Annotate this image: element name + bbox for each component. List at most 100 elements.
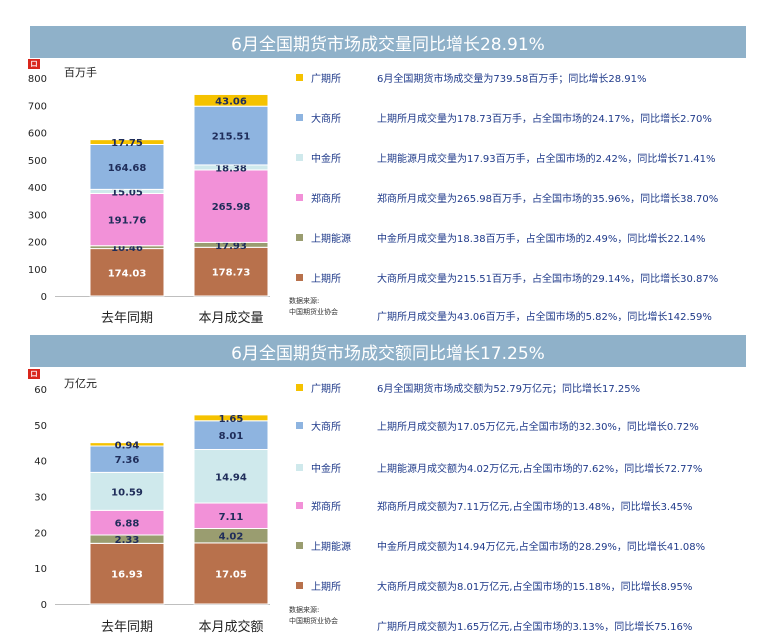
legend-name: 上期能源 bbox=[311, 541, 351, 553]
data-label: 1.65 bbox=[219, 414, 244, 425]
legend-row: 郑商所 郑商所月成交量为265.98百万手，占全国市场的35.96%，同比增长38… bbox=[290, 188, 760, 206]
data-label: 6.88 bbox=[115, 519, 140, 530]
bar-segment bbox=[89, 542, 165, 605]
bar-segment bbox=[89, 139, 165, 145]
legend-row: 中金所 上期能源月成交额为4.02万亿元,占全国市场的7.62%，同比增长72.7… bbox=[290, 458, 760, 476]
legend-name: 广期所 bbox=[311, 383, 341, 395]
legend-name: 郑商所 bbox=[311, 193, 341, 205]
legend-swatch bbox=[296, 113, 303, 121]
legend-swatch bbox=[296, 233, 303, 241]
legend-swatch bbox=[296, 421, 303, 429]
legend-row: 广期所 6月全国期货市场成交额为52.79万亿元；同比增长17.25% bbox=[290, 378, 760, 396]
y-tick-label: 800 bbox=[28, 74, 47, 85]
bar-segment bbox=[193, 93, 269, 107]
legend-description: 中金所月成交量为18.38百万手，占全国市场的2.49%，同比增长22.14% bbox=[377, 233, 706, 245]
bar-segment bbox=[89, 442, 165, 447]
category-label: 去年同期 bbox=[101, 311, 153, 326]
data-label: 17.93 bbox=[215, 241, 247, 252]
legend-row: 广期所月成交额为1.65万亿元,占全国市场的3.13%，同比增长75.16% bbox=[290, 616, 760, 634]
legend-row: 上期能源 中金所月成交量为18.38百万手，占全国市场的2.49%，同比增长22.… bbox=[290, 228, 760, 246]
data-label: 43.06 bbox=[215, 96, 247, 107]
legend-swatch bbox=[296, 383, 303, 391]
panel-2-source: 数据来源: 中国期货业协会 bbox=[289, 605, 338, 627]
legend-description: 大商所月成交量为215.51百万手，占全国市场的29.14%，同比增长30.87… bbox=[377, 273, 719, 285]
legend-row: 郑商所 郑商所月成交额为7.11万亿元,占全国市场的13.48%，同比增长3.45… bbox=[290, 496, 760, 514]
legend-name: 大商所 bbox=[311, 113, 341, 125]
legend-description: 上期能源月成交额为4.02万亿元,占全国市场的7.62%，同比增长72.77% bbox=[377, 463, 703, 475]
legend-name: 郑商所 bbox=[311, 501, 341, 513]
legend-name: 上期所 bbox=[311, 581, 341, 593]
panel-2-unit: 万亿元 bbox=[64, 377, 97, 390]
data-label: 4.02 bbox=[219, 532, 244, 543]
y-tick-label: 100 bbox=[28, 265, 47, 276]
legend-description: 广期所月成交量为43.06百万手，占全国市场的5.82%，同比增长142.59% bbox=[377, 311, 712, 323]
legend-name: 中金所 bbox=[311, 153, 341, 165]
legend-row: 上期所 大商所月成交额为8.01万亿元,占全国市场的15.18%，同比增长8.95… bbox=[290, 576, 760, 594]
y-tick-label: 50 bbox=[34, 421, 47, 432]
data-label: 17.05 bbox=[215, 569, 247, 580]
panel-2-title: 6月全国期货市场成交额同比增长17.25% bbox=[30, 335, 746, 367]
panel-1-title: 6月全国期货市场成交量同比增长28.91% bbox=[30, 26, 746, 58]
legend-row: 大商所 上期所月成交额为17.05万亿元,占全国市场的32.30%，同比增长0.7… bbox=[290, 416, 760, 434]
legend-description: 6月全国期货市场成交额为52.79万亿元；同比增长17.25% bbox=[377, 383, 641, 395]
panel-1-chart: 0 100 200 300 400 500 600 700 800 174.03 10.46 191.… bbox=[28, 74, 270, 326]
legend-name: 中金所 bbox=[311, 463, 341, 475]
data-label: 178.73 bbox=[212, 268, 251, 279]
y-tick-label: 500 bbox=[28, 156, 47, 167]
data-label: 7.11 bbox=[219, 512, 244, 523]
category-label: 本月成交量 bbox=[198, 310, 263, 326]
legend-description: 上期所月成交额为17.05万亿元,占全国市场的32.30%，同比增长0.72% bbox=[377, 421, 699, 433]
legend-swatch bbox=[296, 501, 303, 509]
legend-description: 大商所月成交额为8.01万亿元,占全国市场的15.18%，同比增长8.95% bbox=[377, 581, 693, 593]
data-label: 2.33 bbox=[115, 535, 140, 546]
bar-segment bbox=[89, 509, 165, 536]
legend-swatch bbox=[296, 541, 303, 549]
data-label: 8.01 bbox=[219, 431, 244, 442]
data-label: 215.51 bbox=[212, 132, 251, 143]
bar-segment bbox=[89, 248, 165, 297]
bar-segment bbox=[193, 105, 269, 166]
data-label: 191.76 bbox=[108, 216, 147, 227]
legend-swatch bbox=[296, 153, 303, 161]
panel-1-source: 数据来源: 中国期货业协会 bbox=[289, 296, 338, 318]
y-tick-label: 700 bbox=[28, 101, 47, 112]
source-label: 数据来源: bbox=[289, 606, 320, 614]
y-tick-label: 10 bbox=[34, 564, 47, 575]
category-label: 本月成交额 bbox=[198, 619, 263, 635]
data-label: 10.46 bbox=[111, 243, 143, 254]
legend-name: 上期所 bbox=[311, 273, 341, 285]
legend-description: 郑商所月成交量为265.98百万手，占全国市场的35.96%，同比增长38.70… bbox=[377, 193, 719, 205]
data-label: 10.59 bbox=[111, 487, 143, 498]
data-label: 17.75 bbox=[111, 138, 143, 149]
bar-segment bbox=[193, 414, 269, 422]
y-tick-label: 40 bbox=[34, 457, 47, 468]
legend-swatch bbox=[296, 193, 303, 201]
source-org: 中国期货业协会 bbox=[289, 617, 338, 625]
data-label: 18.38 bbox=[215, 163, 247, 174]
data-label: 265.98 bbox=[212, 202, 251, 213]
bar-segment bbox=[193, 448, 269, 504]
bar-segment bbox=[89, 143, 165, 190]
bar-segment bbox=[193, 502, 269, 529]
legend-description: 上期能源月成交量为17.93百万手，占全国市场的2.42%，同比增长71.41% bbox=[377, 153, 716, 165]
legend-row: 上期所 大商所月成交量为215.51百万手，占全国市场的29.14%，同比增长30… bbox=[290, 268, 760, 286]
legend-description: 6月全国期货市场成交量为739.58百万手；同比增长28.91% bbox=[377, 73, 647, 85]
legend-row: 大商所 上期所月成交量为178.73百万手，占全国市场的24.17%，同比增长2.… bbox=[290, 108, 760, 126]
panel-1-legend: 广期所 6月全国期货市场成交量为739.58百万手；同比增长28.91% 大商所 上期… bbox=[290, 60, 760, 330]
y-tick-label: 0 bbox=[41, 292, 47, 303]
bar-segment bbox=[193, 420, 269, 450]
y-tick-label: 400 bbox=[28, 183, 47, 194]
bar-segment bbox=[193, 246, 269, 297]
y-tick-label: 20 bbox=[34, 528, 47, 539]
legend-name: 上期能源 bbox=[311, 233, 351, 245]
y-tick-label: 300 bbox=[28, 210, 47, 221]
data-label: 15.05 bbox=[111, 187, 143, 198]
source-org: 中国期货业协会 bbox=[289, 308, 338, 316]
y-tick-label: 30 bbox=[34, 493, 47, 504]
legend-row: 广期所 6月全国期货市场成交量为739.58百万手；同比增长28.91% bbox=[290, 68, 760, 86]
legend-swatch bbox=[296, 463, 303, 471]
legend-row: 中金所 上期能源月成交量为17.93百万手，占全国市场的2.42%，同比增长71.… bbox=[290, 148, 760, 166]
legend-row: 上期能源 中金所月成交额为14.94万亿元,占全国市场的28.29%，同比增长41… bbox=[290, 536, 760, 554]
legend-description: 广期所月成交额为1.65万亿元,占全国市场的3.13%，同比增长75.16% bbox=[377, 621, 693, 633]
legend-swatch bbox=[296, 73, 303, 81]
